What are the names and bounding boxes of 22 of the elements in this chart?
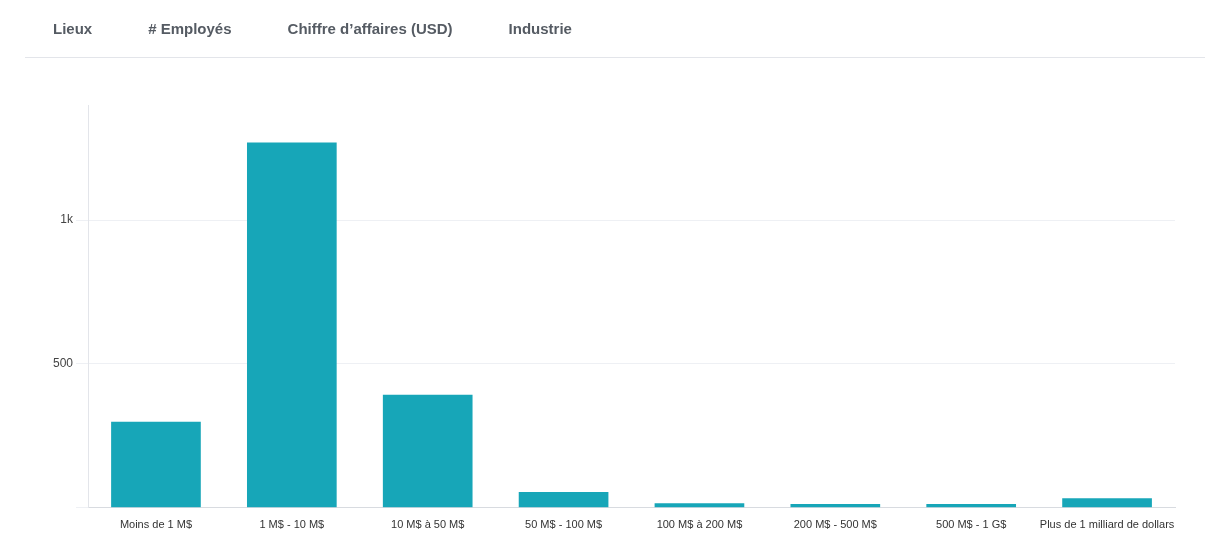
bar	[111, 421, 201, 508]
text: # Employés	[148, 20, 232, 37]
x-tick-label: 100 M$ à 200 M$	[656, 518, 743, 531]
bar	[518, 491, 609, 508]
x-tick-label: 1 M$ - 10 M$	[259, 518, 325, 531]
text: Industrie	[508, 20, 572, 37]
bar	[1062, 498, 1152, 508]
x-tick-label: 50 M$ - 100 M$	[525, 518, 603, 531]
bar	[382, 394, 473, 508]
x-tick-label: 500 M$ - 1 G$	[936, 518, 1007, 531]
y-tick-label: 1k	[60, 212, 75, 227]
text: Chiffre d’affaires (USD)	[287, 20, 453, 37]
bar	[790, 504, 881, 508]
x-tick-label: 10 M$ à 50 M$	[391, 518, 465, 531]
x-tick-label: Plus de 1 milliard de dollars	[1039, 518, 1175, 531]
bar	[926, 504, 1017, 508]
bar	[654, 503, 745, 508]
y-tick-label: 500	[52, 356, 74, 371]
x-tick-label: 200 M$ - 500 M$	[793, 518, 877, 531]
text: Lieux	[53, 20, 93, 37]
bar	[246, 142, 337, 508]
x-tick-label: Moins de 1 M$	[119, 518, 193, 531]
